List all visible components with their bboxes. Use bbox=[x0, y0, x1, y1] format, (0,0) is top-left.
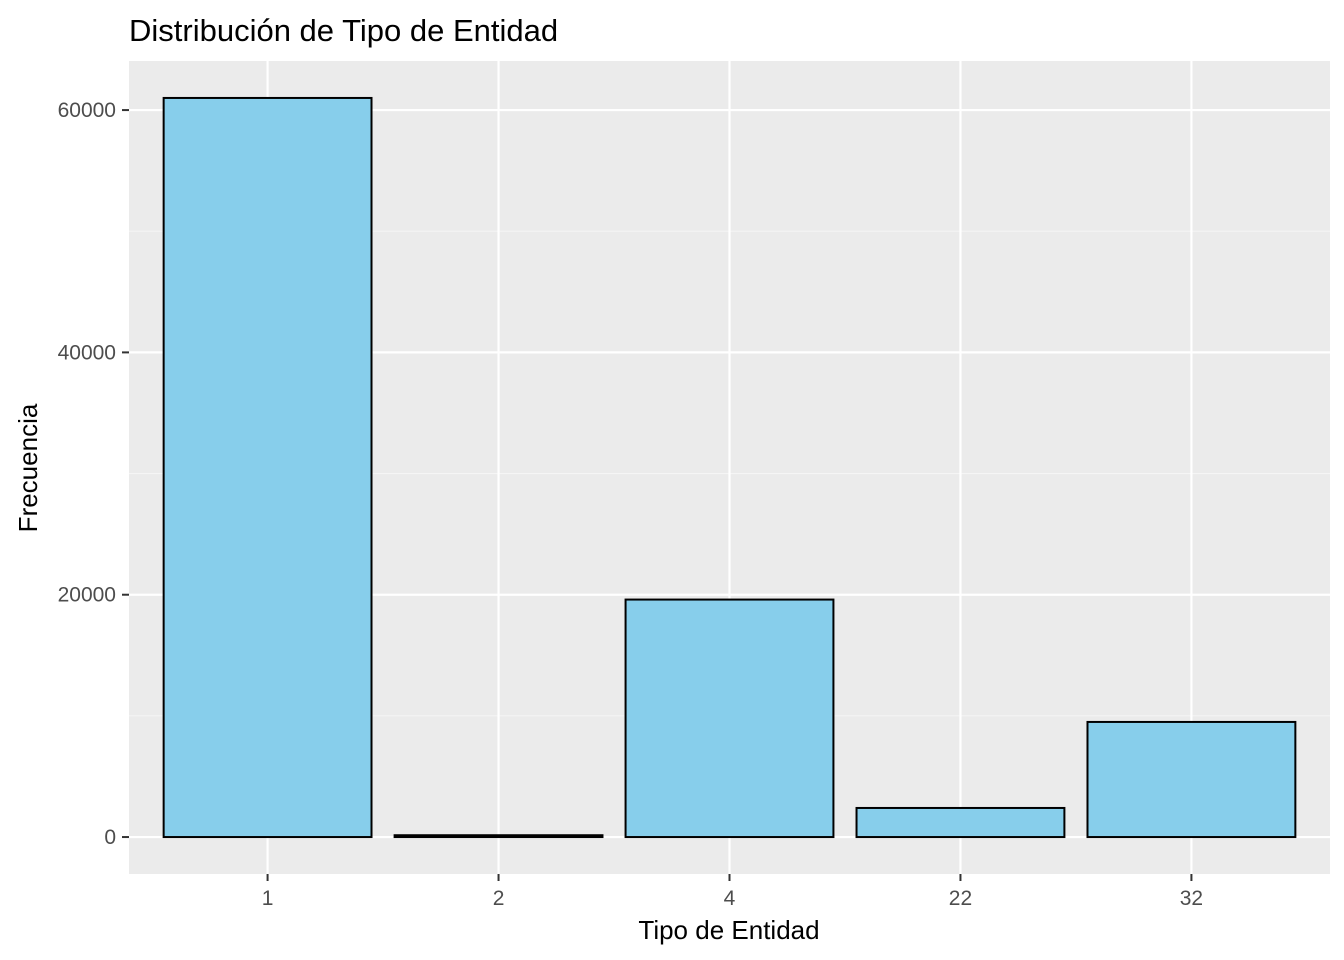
y-axis: 0 20000 40000 60000 bbox=[58, 99, 129, 849]
x-tick-label: 1 bbox=[262, 887, 274, 910]
y-tick-label: 60000 bbox=[58, 99, 116, 122]
bar-22 bbox=[855, 806, 1066, 839]
bar-4 bbox=[624, 598, 835, 839]
bar-2 bbox=[393, 834, 604, 839]
bars bbox=[162, 96, 1297, 839]
bar-32 bbox=[1086, 720, 1297, 839]
x-tick-label: 2 bbox=[493, 887, 505, 910]
y-tick-label: 20000 bbox=[58, 584, 116, 607]
y-tick-label: 40000 bbox=[58, 341, 116, 364]
chart-title: Distribución de Tipo de Entidad bbox=[129, 13, 558, 48]
bar-1 bbox=[162, 96, 373, 839]
x-tick-label: 22 bbox=[949, 887, 972, 910]
x-tick-label: 4 bbox=[724, 887, 736, 910]
x-tick-label: 32 bbox=[1180, 887, 1203, 910]
x-axis-title: Tipo de Entidad bbox=[638, 915, 819, 945]
y-tick-label: 0 bbox=[104, 826, 116, 849]
x-axis: 1 2 4 22 32 bbox=[262, 874, 1203, 910]
y-axis-title: Frecuencia bbox=[13, 403, 43, 532]
